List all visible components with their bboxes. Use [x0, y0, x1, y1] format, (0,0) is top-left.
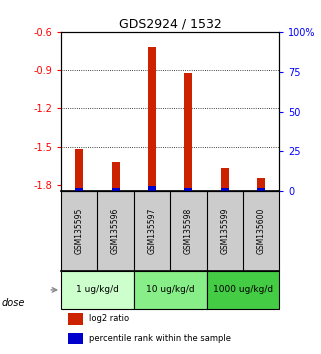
Bar [112, 162, 119, 191]
Text: log2 ratio: log2 ratio [89, 314, 129, 324]
Bar [148, 186, 156, 191]
Bar [184, 73, 192, 191]
Bar [206, 271, 279, 309]
Text: GSM135597: GSM135597 [147, 208, 156, 254]
Bar [221, 188, 229, 191]
Bar [75, 188, 83, 191]
Text: GSM135598: GSM135598 [184, 208, 193, 254]
Title: GDS2924 / 1532: GDS2924 / 1532 [119, 18, 221, 31]
Text: 1 ug/kg/d: 1 ug/kg/d [76, 285, 119, 295]
Bar [184, 188, 192, 191]
Text: 1000 ug/kg/d: 1000 ug/kg/d [213, 285, 273, 295]
Bar [221, 168, 229, 191]
Bar [67, 313, 83, 325]
Text: dose: dose [2, 298, 25, 308]
Bar [75, 149, 83, 191]
Text: percentile rank within the sample: percentile rank within the sample [89, 334, 231, 343]
Bar [148, 47, 156, 191]
Bar [67, 333, 83, 344]
Text: GSM135600: GSM135600 [256, 208, 265, 254]
Bar [61, 271, 134, 309]
Bar [257, 178, 265, 191]
Bar [257, 188, 265, 191]
Text: GSM135596: GSM135596 [111, 208, 120, 254]
Bar [112, 188, 119, 191]
Text: GSM135595: GSM135595 [75, 208, 84, 254]
Bar [134, 271, 206, 309]
Text: 10 ug/kg/d: 10 ug/kg/d [146, 285, 195, 295]
Text: GSM135599: GSM135599 [220, 208, 229, 254]
